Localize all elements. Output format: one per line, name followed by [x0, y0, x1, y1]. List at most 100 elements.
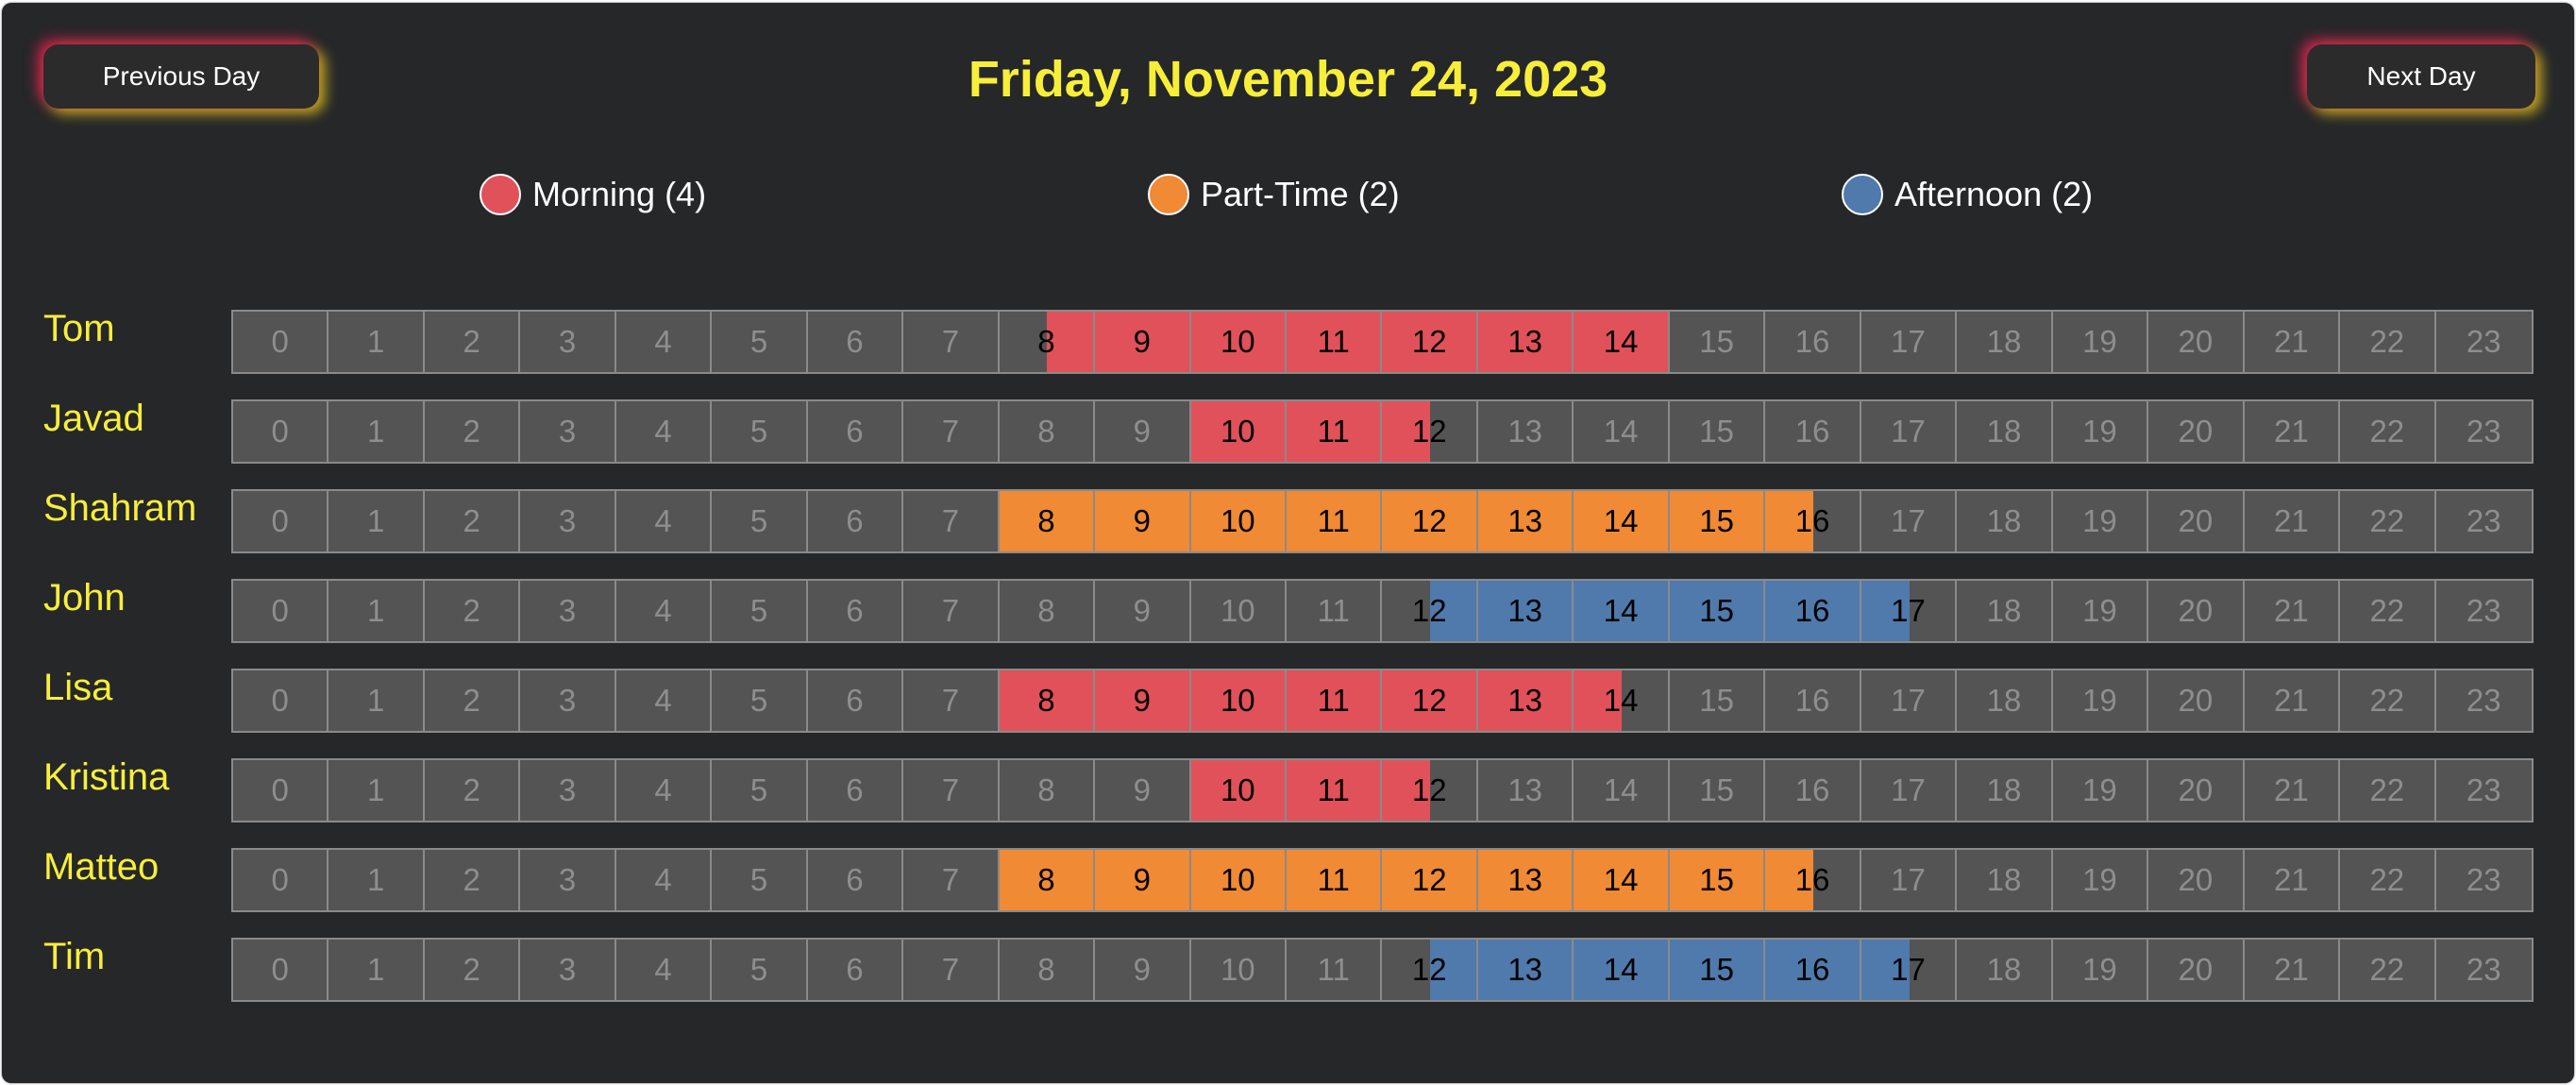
hour-cell: 11: [1287, 670, 1383, 731]
hour-cell: 7: [903, 850, 1000, 910]
hour-cell: 21: [2245, 760, 2341, 821]
hour-cell: 17: [1861, 760, 1958, 821]
hour-cell: 5: [712, 940, 808, 1000]
shift-bar-morning: [1190, 760, 1431, 821]
hour-cell: 2: [425, 670, 521, 731]
shift-bar-part-time: [999, 491, 1814, 551]
hour-cell: 14: [1574, 760, 1670, 821]
legend-color-swatch: [1148, 174, 1189, 215]
hour-cell: 17: [1861, 401, 1958, 462]
hour-cell: 7: [903, 670, 1000, 731]
hour-cell: 12: [1383, 850, 1478, 910]
hour-cell: 0: [233, 850, 329, 910]
hour-cell: 16: [1765, 670, 1861, 731]
hour-cell: 9: [1095, 670, 1191, 731]
next-day-button[interactable]: Next Day: [2307, 44, 2535, 109]
hour-cell: 5: [712, 312, 808, 372]
hour-cell: 14: [1574, 850, 1670, 910]
hour-cell: 0: [233, 491, 329, 551]
hour-cell: 10: [1191, 581, 1288, 641]
employee-name: Matteo: [43, 846, 160, 888]
hour-cell: 8: [1000, 850, 1096, 910]
hour-cell: 20: [2148, 312, 2245, 372]
hour-cell: 14: [1574, 401, 1670, 462]
hour-cell: 23: [2466, 772, 2501, 807]
hour-cell: 16: [1765, 581, 1861, 641]
hour-cell: 4: [616, 670, 713, 731]
hour-cell: 3: [520, 491, 616, 551]
hour-cell: 19: [2053, 312, 2149, 372]
hour-cell: 15: [1670, 491, 1766, 551]
hour-cell: 4: [616, 850, 713, 910]
legend-color-swatch: [480, 174, 521, 215]
hour-cell: 8: [1000, 670, 1096, 731]
hour-cell: 1: [328, 940, 425, 1000]
shift-timeline: 0 1 2 3 4 5 6 7 8 9 10 11 12 13 14 15 16 17 18 19 20 21 22 23: [231, 579, 2534, 643]
hour-cell: 10: [1191, 850, 1288, 910]
hour-cell: 19: [2053, 491, 2149, 551]
hour-cell: 5: [712, 670, 808, 731]
hour-cell: 0: [233, 581, 329, 641]
shift-timeline: 0 1 2 3 4 5 6 7 8 9 10 11 12 13 14 15 16 17 18 19 20 21 22 23: [231, 758, 2534, 822]
hour-cell: 12: [1383, 491, 1478, 551]
previous-day-button[interactable]: Previous Day: [43, 44, 319, 109]
hour-cell: 6: [808, 850, 904, 910]
hour-cell: 14: [1574, 312, 1670, 372]
hour-cell: 6: [808, 760, 904, 821]
hour-cell: 19: [2053, 401, 2149, 462]
hour-cell: 8: [1000, 401, 1096, 462]
hour-cell: 6: [808, 401, 904, 462]
hour-cell: 11: [1287, 312, 1383, 372]
hour-cell: 9: [1095, 940, 1191, 1000]
hour-cell: 23: [2466, 862, 2501, 897]
hour-cell: 8: [1000, 760, 1096, 821]
hour-cell: 2: [425, 312, 521, 372]
hour-cell: 12: [1383, 670, 1478, 731]
hour-cell: 15: [1670, 940, 1766, 1000]
hour-cell: 3: [520, 940, 616, 1000]
hour-cell: 5: [712, 401, 808, 462]
shift-timeline: 0 1 2 3 4 5 6 7 8 9 10 11 12 13 14 15 16 17 18 19 20 21 22 23: [231, 310, 2534, 374]
hour-cell: 19: [2053, 850, 2149, 910]
hour-cell: 13: [1478, 312, 1574, 372]
shift-bar-afternoon: [1430, 581, 1910, 641]
hour-cell: 14: [1574, 581, 1670, 641]
hour-cell: 22: [2340, 491, 2436, 551]
hour-cell: 10: [1191, 491, 1288, 551]
hour-cell: 23: [2466, 414, 2501, 449]
hour-cell: 21: [2245, 401, 2341, 462]
hour-cell: 20: [2148, 940, 2245, 1000]
shift-timeline: 0 1 2 3 4 5 6 7 8 9 10 11 12 13 14 15 16 17 18 19 20 21 22 23: [231, 669, 2534, 733]
hour-cell: 21: [2245, 581, 2341, 641]
hour-cell: 8: [1000, 491, 1096, 551]
hour-cell: 12: [1383, 312, 1478, 372]
hour-cell: 7: [903, 491, 1000, 551]
hour-cell: 9: [1095, 850, 1191, 910]
hour-cell: 2: [425, 401, 521, 462]
hour-cell: 5: [712, 850, 808, 910]
hour-cell: 20: [2148, 850, 2245, 910]
hour-cell: 18: [1957, 940, 2053, 1000]
hour-cell: 12: [1383, 940, 1478, 1000]
hour-cell: 5: [712, 760, 808, 821]
hour-cell: 17: [1861, 312, 1958, 372]
hour-cell: 18: [1957, 491, 2053, 551]
hour-cell: 1: [328, 760, 425, 821]
hour-cell: 7: [903, 401, 1000, 462]
schedule-app: Previous Day Friday, November 24, 2023 N…: [2, 3, 2574, 1083]
hour-cell: 15: [1670, 312, 1766, 372]
hour-cell: 12: [1383, 760, 1478, 821]
hour-cell: 17: [1861, 581, 1958, 641]
hour-cell: 11: [1287, 760, 1383, 821]
hour-cell: 16: [1765, 940, 1861, 1000]
hour-cell: 4: [616, 581, 713, 641]
hour-cell: 1: [328, 670, 425, 731]
hour-cell: 20: [2148, 670, 2245, 731]
hour-cell: 4: [616, 760, 713, 821]
hour-cell: 21: [2245, 670, 2341, 731]
hour-cell: 21: [2245, 940, 2341, 1000]
hour-cell: 15: [1670, 581, 1766, 641]
hour-cell: 19: [2053, 581, 2149, 641]
hour-cell: 16: [1765, 401, 1861, 462]
hour-cell: 23: [2466, 324, 2501, 359]
